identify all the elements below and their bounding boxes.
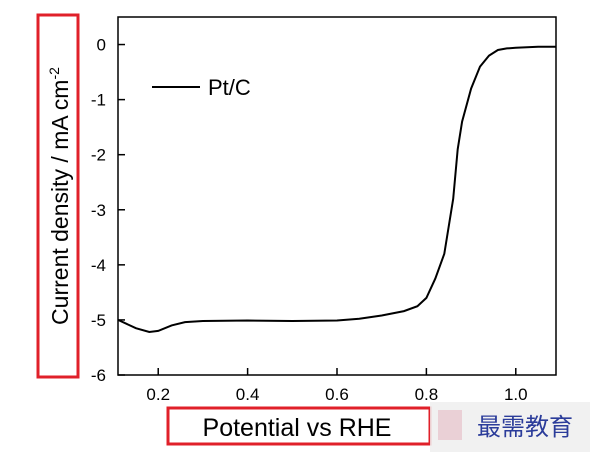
data-line <box>117 45 556 334</box>
y-axis-label-text: Current density / mA cm <box>47 80 73 325</box>
y-tick-label: -1 <box>91 91 106 110</box>
watermark: 最需教育 <box>477 414 573 441</box>
y-axis-label: Current density / mA cm-2 <box>46 67 73 325</box>
x-tick-label: 0.2 <box>146 385 170 404</box>
x-tick-label: 0.8 <box>415 385 439 404</box>
y-tick-label: -4 <box>91 256 106 275</box>
y-tick-label: 0 <box>97 36 106 55</box>
highlight-box <box>36 13 80 379</box>
y-axis-label-sup: -2 <box>46 67 62 80</box>
x-tick-label: 0.6 <box>325 385 349 404</box>
legend-label: Pt/C <box>208 75 251 100</box>
x-axis-label: Potential vs RHE <box>203 414 392 442</box>
y-tick-label: -6 <box>91 366 106 385</box>
x-tick-label: 0.4 <box>236 385 260 404</box>
watermark-bg <box>438 410 462 440</box>
y-tick-label: -3 <box>91 201 106 220</box>
y-tick-label: -2 <box>91 146 106 165</box>
y-tick-label: -5 <box>91 311 106 330</box>
x-tick-label: 1.0 <box>504 385 528 404</box>
